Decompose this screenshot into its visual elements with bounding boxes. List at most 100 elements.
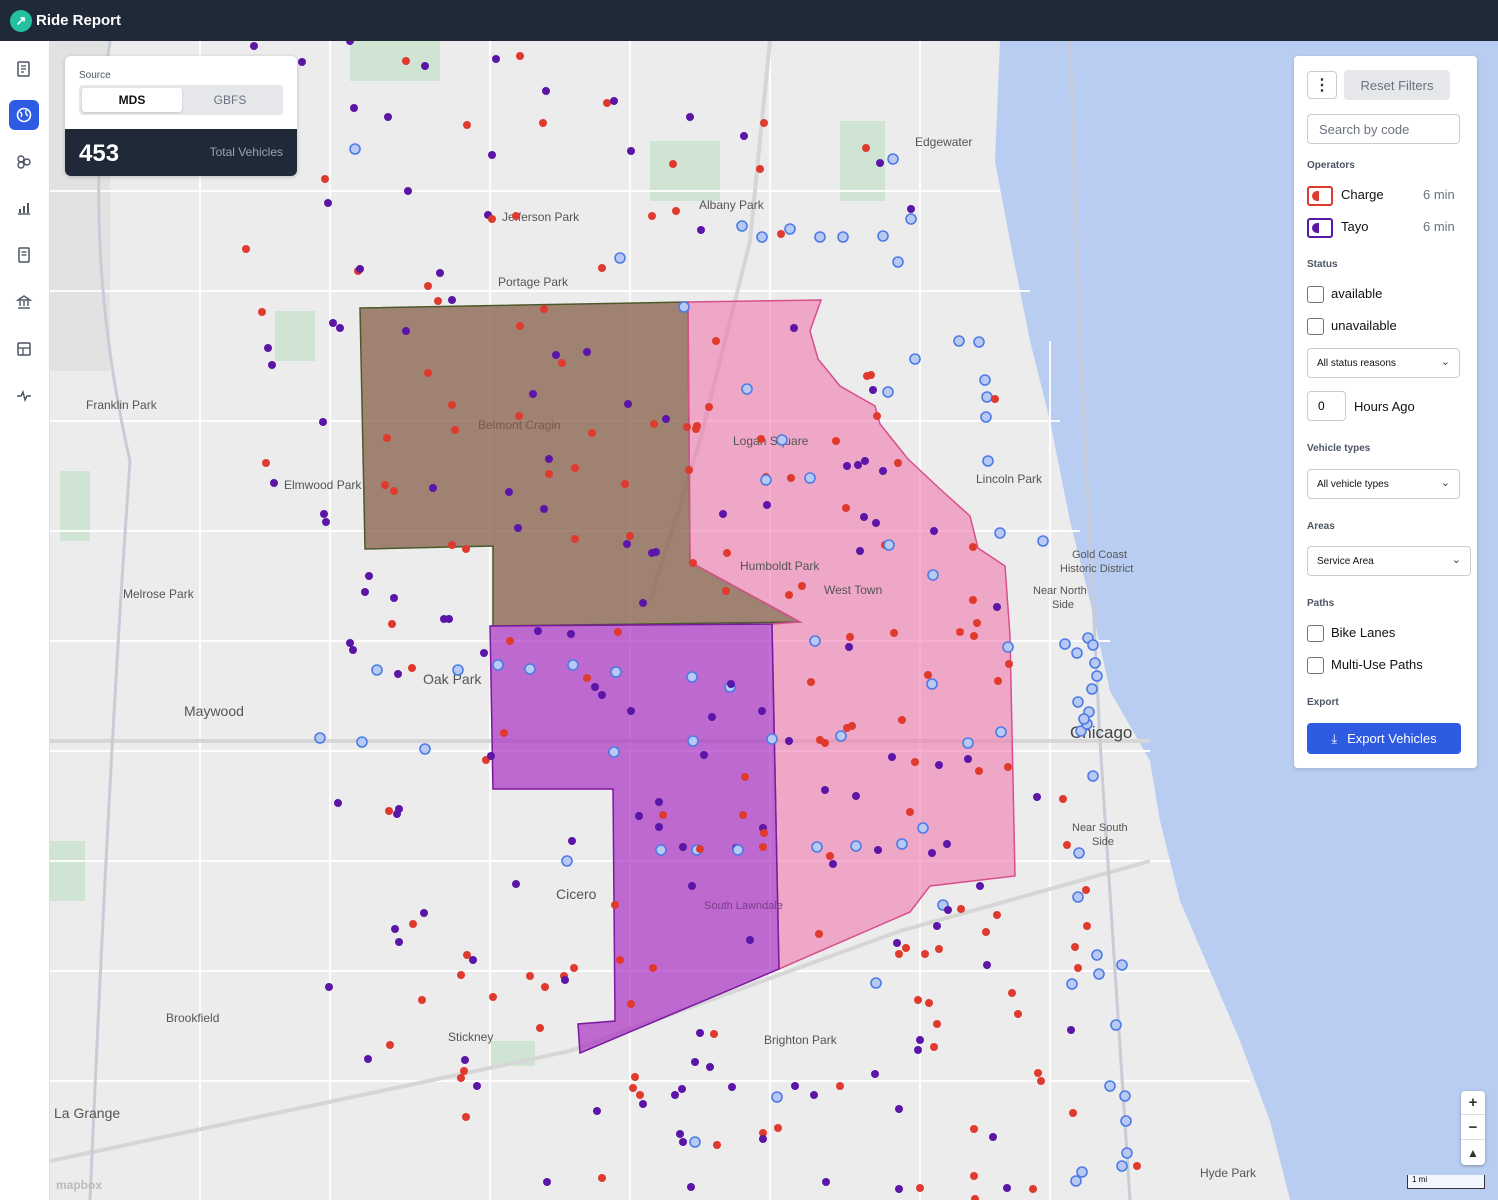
vehicle-marker-charge[interactable]	[848, 722, 856, 730]
vehicle-marker-charge[interactable]	[925, 999, 933, 1007]
more-options-icon[interactable]: ⋮	[1307, 71, 1337, 99]
area-select[interactable]: Service Area ⌄	[1307, 546, 1471, 576]
vehicle-marker-dock[interactable]	[877, 230, 889, 242]
vehicle-marker-dock[interactable]	[995, 726, 1007, 738]
zoom-in-icon[interactable]: +	[1461, 1091, 1485, 1115]
vehicle-marker-tayo[interactable]	[930, 527, 938, 535]
vehicle-marker-tayo[interactable]	[791, 1082, 799, 1090]
vehicle-marker-charge[interactable]	[488, 215, 496, 223]
vehicle-marker-charge[interactable]	[409, 920, 417, 928]
source-mds-button[interactable]: MDS	[82, 88, 182, 112]
vehicle-marker-tayo[interactable]	[696, 1029, 704, 1037]
vehicle-marker-tayo[interactable]	[916, 1036, 924, 1044]
vehicle-marker-tayo[interactable]	[624, 400, 632, 408]
vehicle-marker-charge[interactable]	[898, 716, 906, 724]
vehicle-marker-charge[interactable]	[451, 426, 459, 434]
vehicle-marker-tayo[interactable]	[845, 643, 853, 651]
vehicle-marker-charge[interactable]	[242, 245, 250, 253]
vehicle-marker-charge[interactable]	[408, 664, 416, 672]
vehicle-marker-charge[interactable]	[846, 633, 854, 641]
vehicle-marker-tayo[interactable]	[708, 713, 716, 721]
vehicle-marker-tayo[interactable]	[320, 510, 328, 518]
vehicle-marker-tayo[interactable]	[719, 510, 727, 518]
vehicle-marker-tayo[interactable]	[349, 646, 357, 654]
vehicle-marker-dock[interactable]	[1066, 978, 1078, 990]
vehicle-marker-charge[interactable]	[385, 807, 393, 815]
vehicle-marker-tayo[interactable]	[391, 925, 399, 933]
vehicle-marker-tayo[interactable]	[329, 319, 337, 327]
vehicle-marker-tayo[interactable]	[983, 961, 991, 969]
vehicle-marker-charge[interactable]	[969, 543, 977, 551]
vehicle-marker-charge[interactable]	[991, 395, 999, 403]
vehicle-marker-dock[interactable]	[982, 455, 994, 467]
vehicle-marker-dock[interactable]	[882, 386, 894, 398]
vehicle-marker-dock[interactable]	[610, 666, 622, 678]
vehicle-marker-charge[interactable]	[741, 773, 749, 781]
vehicle-marker-charge[interactable]	[262, 459, 270, 467]
vehicle-marker-tayo[interactable]	[810, 1091, 818, 1099]
vehicle-marker-charge[interactable]	[626, 532, 634, 540]
vehicle-marker-charge[interactable]	[1005, 660, 1013, 668]
vehicle-marker-dock[interactable]	[1076, 1166, 1088, 1178]
vehicle-marker-dock[interactable]	[756, 231, 768, 243]
vehicle-marker-dock[interactable]	[614, 252, 626, 264]
vehicle-marker-tayo[interactable]	[843, 462, 851, 470]
vehicle-marker-charge[interactable]	[821, 739, 829, 747]
vehicle-marker-tayo[interactable]	[688, 882, 696, 890]
vehicle-marker-charge[interactable]	[975, 767, 983, 775]
vehicle-marker-tayo[interactable]	[989, 1133, 997, 1141]
vehicle-marker-tayo[interactable]	[540, 505, 548, 513]
vehicle-marker-tayo[interactable]	[591, 683, 599, 691]
vehicle-marker-tayo[interactable]	[943, 840, 951, 848]
vehicle-marker-tayo[interactable]	[394, 670, 402, 678]
vehicle-marker-tayo[interactable]	[676, 1130, 684, 1138]
vehicle-marker-dock[interactable]	[973, 336, 985, 348]
vehicle-marker-charge[interactable]	[598, 1174, 606, 1182]
vehicle-marker-dock[interactable]	[1093, 968, 1105, 980]
vehicle-marker-charge[interactable]	[969, 596, 977, 604]
source-gbfs-button[interactable]: GBFS	[213, 93, 247, 107]
vehicle-marker-tayo[interactable]	[662, 415, 670, 423]
vehicle-marker-charge[interactable]	[1059, 795, 1067, 803]
vehicle-marker-tayo[interactable]	[319, 418, 327, 426]
vehicle-marker-tayo[interactable]	[727, 680, 735, 688]
vehicle-map[interactable]: Edgewater Albany Park Jefferson Park Por…	[50, 41, 1498, 1200]
vehicle-marker-dock[interactable]	[760, 474, 772, 486]
vehicle-marker-tayo[interactable]	[473, 1082, 481, 1090]
vehicle-marker-tayo[interactable]	[346, 639, 354, 647]
vehicle-marker-tayo[interactable]	[691, 1058, 699, 1066]
vehicle-marker-tayo[interactable]	[623, 540, 631, 548]
vehicle-marker-tayo[interactable]	[728, 1083, 736, 1091]
vehicle-marker-charge[interactable]	[696, 845, 704, 853]
reports-icon[interactable]	[9, 54, 39, 84]
vehicle-marker-charge[interactable]	[381, 481, 389, 489]
vehicle-marker-dock[interactable]	[732, 844, 744, 856]
vehicle-marker-charge[interactable]	[598, 264, 606, 272]
compass-north-icon[interactable]: ▲	[1467, 1146, 1479, 1160]
vehicle-marker-charge[interactable]	[895, 950, 903, 958]
vehicle-marker-dock[interactable]	[926, 678, 938, 690]
vehicle-marker-dock[interactable]	[981, 391, 993, 403]
vehicle-marker-tayo[interactable]	[655, 823, 663, 831]
vehicle-marker-tayo[interactable]	[895, 1185, 903, 1193]
vehicle-marker-charge[interactable]	[526, 972, 534, 980]
vehicle-marker-charge[interactable]	[516, 322, 524, 330]
status-reason-select[interactable]: All status reasons ⌄	[1307, 348, 1460, 378]
vehicle-marker-tayo[interactable]	[1003, 1184, 1011, 1192]
vehicle-marker-charge[interactable]	[798, 582, 806, 590]
vehicle-marker-dock[interactable]	[980, 411, 992, 423]
vehicle-marker-charge[interactable]	[906, 808, 914, 816]
vehicle-marker-dock[interactable]	[1119, 1090, 1131, 1102]
vehicle-marker-dock[interactable]	[687, 735, 699, 747]
vehicle-marker-charge[interactable]	[659, 811, 667, 819]
vehicle-marker-charge[interactable]	[760, 119, 768, 127]
vehicle-marker-dock[interactable]	[736, 220, 748, 232]
vehicle-marker-dock[interactable]	[349, 143, 361, 155]
vehicle-marker-dock[interactable]	[689, 1136, 701, 1148]
status-available-checkbox[interactable]	[1307, 286, 1324, 303]
vehicle-marker-charge[interactable]	[722, 587, 730, 595]
vehicle-marker-dock[interactable]	[883, 539, 895, 551]
vehicle-marker-tayo[interactable]	[914, 1046, 922, 1054]
vehicle-marker-dock[interactable]	[809, 635, 821, 647]
vehicle-marker-tayo[interactable]	[655, 798, 663, 806]
